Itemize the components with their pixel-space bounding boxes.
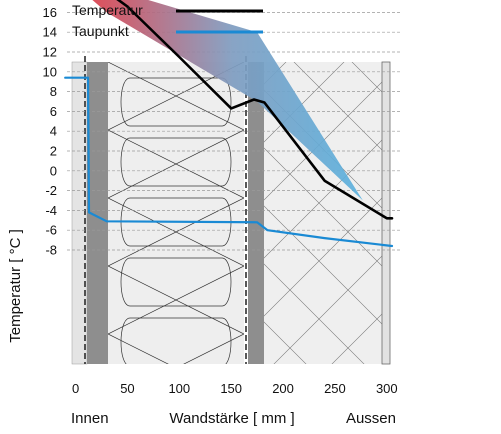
exterior-board-layer	[248, 62, 264, 364]
condensation-band-area	[92, 0, 363, 201]
x-tick-label-100: 100	[168, 381, 190, 396]
y-tick-label-4: 4	[50, 124, 57, 139]
insulation-pattern	[108, 62, 244, 364]
y-tick-label--6: -6	[45, 223, 57, 238]
x-tick-label-0: 0	[72, 381, 79, 396]
y-tick-label-0: 0	[50, 163, 57, 178]
y-tick-label--2: -2	[45, 183, 57, 198]
series-line-taupunkt	[64, 76, 394, 248]
series-line-temperatur	[116, 0, 394, 220]
x-tick-label-300: 300	[376, 381, 398, 396]
x-tick-label-250: 250	[324, 381, 346, 396]
legend-label-taupunkt: Taupunkt	[72, 23, 129, 39]
x-outside-label: Aussen	[346, 410, 396, 427]
interior-board-layer	[87, 62, 108, 364]
x-axis-label: Wandstärke [ mm ]	[169, 410, 294, 427]
x-tick-label-200: 200	[272, 381, 294, 396]
axis-ticks: 20181614121086420-2-4-6-8050100150200250…	[43, 0, 398, 396]
cladding-layer	[381, 61, 391, 365]
legend-label-temperatur: Temperatur	[72, 2, 143, 18]
x-inside-label: Innen	[71, 410, 109, 427]
insulation-layer	[108, 62, 244, 364]
y-tick-label-12: 12	[43, 45, 57, 60]
series-lines	[64, 0, 394, 248]
y-tick-label-10: 10	[43, 64, 57, 79]
legend: Temperatur Taupunkt	[72, 2, 263, 39]
y-tick-label-8: 8	[50, 84, 57, 99]
y-tick-label--4: -4	[45, 203, 57, 218]
y-tick-label-16: 16	[43, 5, 57, 20]
y-axis-label: Temperatur [ °C ]	[7, 229, 24, 343]
x-tick-label-150: 150	[220, 381, 242, 396]
y-tick-label--8: -8	[45, 243, 57, 258]
y-tick-label-6: 6	[50, 104, 57, 119]
y-tick-label-14: 14	[43, 25, 57, 40]
y-tick-label-2: 2	[50, 144, 57, 159]
x-tick-label-50: 50	[120, 381, 134, 396]
